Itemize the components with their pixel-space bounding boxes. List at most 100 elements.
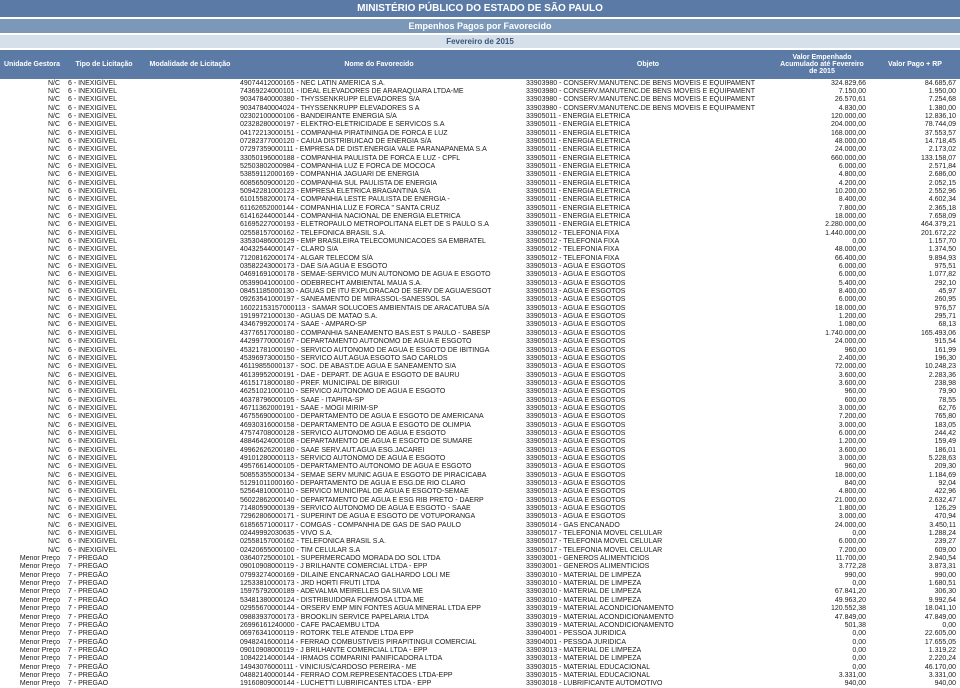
cell: 0,00 <box>774 646 870 654</box>
table-row: Menor Preço7 - PREGÃO09010908000119 - J … <box>0 563 960 571</box>
cell: 7.254,68 <box>870 96 960 104</box>
cell <box>144 87 236 95</box>
cell: 33903013 - MATERIAL DE LIMPEZA <box>522 646 774 654</box>
table-row: N/C6 - INEXIGÍVEL02558157000162 - TELEFO… <box>0 538 960 546</box>
cell: 6 - INEXIGÍVEL <box>64 429 144 437</box>
cell: 33905013 - AGUA E ESGOTOS <box>522 304 774 312</box>
cell <box>144 121 236 129</box>
cell: 46930316000158 - DEPARTAMENTO DE AGUA E … <box>236 421 522 429</box>
table-row: Menor Preço7 - PREGÃO14943076000111 - VI… <box>0 663 960 671</box>
cell: Menor Preço <box>0 555 64 563</box>
cell: 78,55 <box>870 396 960 404</box>
cell: 3.600,00 <box>774 379 870 387</box>
cell: 3.331,00 <box>774 671 870 679</box>
cell: 7 - PREGÃO <box>64 563 144 571</box>
cell: 6 - INEXIGÍVEL <box>64 154 144 162</box>
cell: 46378796000105 - SAAE - ITAPIRA-SP <box>236 396 522 404</box>
cell <box>144 79 236 87</box>
cell: 90347840004024 - THYSSENKRUPP ELEVADORES… <box>236 104 522 112</box>
cell: N/C <box>0 371 64 379</box>
cell: 33903001 - GENEROS ALIMENTICIOS <box>522 555 774 563</box>
cell: 6 - INEXIGÍVEL <box>64 421 144 429</box>
cell: 6 - INEXIGÍVEL <box>64 221 144 229</box>
cell: 7 - PREGÃO <box>64 671 144 679</box>
cell <box>144 279 236 287</box>
cell: 915,54 <box>870 338 960 346</box>
cell: N/C <box>0 121 64 129</box>
cell: 43467992000174 - SAAE - AMPARO-SP <box>236 321 522 329</box>
cell: 46151718000180 - PREF. MUNICIPAL DE BIRI… <box>236 379 522 387</box>
cell: 56022862000140 - DEPARTAMENTO DE AGUA E … <box>236 496 522 504</box>
table-row: Menor Preço7 - PREGÃO07993274000169 - DI… <box>0 571 960 579</box>
cell: N/C <box>0 354 64 362</box>
cell: 4.602,34 <box>870 196 960 204</box>
cell: N/C <box>0 204 64 212</box>
cell <box>144 221 236 229</box>
cell: 10.248,23 <box>870 363 960 371</box>
page-period: Fevereiro de 2015 <box>0 35 960 48</box>
cell: 609,00 <box>870 546 960 554</box>
cell <box>144 513 236 521</box>
cell: 975,51 <box>870 263 960 271</box>
cell: 33905013 - AGUA E ESGOTOS <box>522 346 774 354</box>
table-row: N/C6 - INEXIGÍVEL09263541000197 - SANEAM… <box>0 296 960 304</box>
cell: 02558157000162 - TELEFONICA BRASIL S.A. <box>236 229 522 237</box>
cell: 6.000,00 <box>774 296 870 304</box>
cell: 6 - INEXIGÍVEL <box>64 396 144 404</box>
cell: 0,00 <box>774 530 870 538</box>
cell <box>144 429 236 437</box>
cell: Menor Preço <box>0 655 64 663</box>
cell: 7.658,09 <box>870 213 960 221</box>
cell <box>144 588 236 596</box>
cell <box>144 171 236 179</box>
cell <box>144 187 236 195</box>
cell: 33905013 - AGUA E ESGOTOS <box>522 429 774 437</box>
cell: 46.170,00 <box>870 663 960 671</box>
cell <box>144 246 236 254</box>
cell: N/C <box>0 179 64 187</box>
cell: N/C <box>0 438 64 446</box>
cell: 33905011 - ENERGIA ELETRICA <box>522 129 774 137</box>
cell: N/C <box>0 471 64 479</box>
cell: 45396973000150 - SERVICO AUT.AGUA ESGOTO… <box>236 354 522 362</box>
cell: 1.380,00 <box>870 104 960 112</box>
table-row: N/C6 - INEXIGÍVEL49962626200180 - SAAE S… <box>0 446 960 454</box>
cell <box>144 229 236 237</box>
cell: 03640725000101 - SUPERMERCADO MORADA DO … <box>236 555 522 563</box>
cell: 2.283,36 <box>870 371 960 379</box>
cell: 0,00 <box>774 663 870 671</box>
cell: 33905013 - AGUA E ESGOTOS <box>522 329 774 337</box>
cell: 33905013 - AGUA E ESGOTOS <box>522 496 774 504</box>
cell: 33903013 - MATERIAL DE LIMPEZA <box>522 655 774 663</box>
cell: 48846424000108 - DEPARTAMENTO DE AGUA E … <box>236 438 522 446</box>
cell: 49074412000165 - NEC LATIN AMERICA S.A. <box>236 79 522 87</box>
table-row: N/C6 - INEXIGÍVEL40432544000147 - CLARO … <box>0 246 960 254</box>
cell: 24.000,00 <box>774 338 870 346</box>
cell: 204.000,00 <box>774 121 870 129</box>
table-row: N/C6 - INEXIGÍVEL07282377000120 - CAIUA … <box>0 137 960 145</box>
table-row: N/C6 - INEXIGÍVEL08451185000130 - AGUAS … <box>0 288 960 296</box>
cell: 72962806000171 - SUPERINT DE AGUA E ESGO… <box>236 513 522 521</box>
cell: 1.080,00 <box>774 321 870 329</box>
cell: 260,95 <box>870 296 960 304</box>
cell: 33905013 - AGUA E ESGOTOS <box>522 505 774 513</box>
cell: 6 - INEXIGÍVEL <box>64 87 144 95</box>
cell: 33903010 - MATERIAL DE LIMPEZA <box>522 571 774 579</box>
cell: 2.552,96 <box>870 187 960 195</box>
table-row: N/C6 - INEXIGÍVEL43776517000180 - COMPAN… <box>0 329 960 337</box>
cell: N/C <box>0 313 64 321</box>
cell: 68,13 <box>870 321 960 329</box>
cell: 51291011000160 - DEPARTAMENTO DE AGUA E … <box>236 480 522 488</box>
cell: 7 - PREGÃO <box>64 555 144 563</box>
cell: N/C <box>0 538 64 546</box>
col-header-nome: Nome do Favorecido <box>236 50 522 79</box>
cell: 0,00 <box>774 638 870 646</box>
cell: Menor Preço <box>0 630 64 638</box>
cell: 61162652000144 - COMPANHIA LUZ E FORCA "… <box>236 204 522 212</box>
cell: 33903980 - CONSERV.MANUTENC.DE BENS MOVE… <box>522 96 774 104</box>
cell: N/C <box>0 530 64 538</box>
cell <box>144 379 236 387</box>
cell: N/C <box>0 146 64 154</box>
cell <box>144 304 236 312</box>
cell: 16022153157000113 - SAMAR SOLUCOES AMBIE… <box>236 304 522 312</box>
